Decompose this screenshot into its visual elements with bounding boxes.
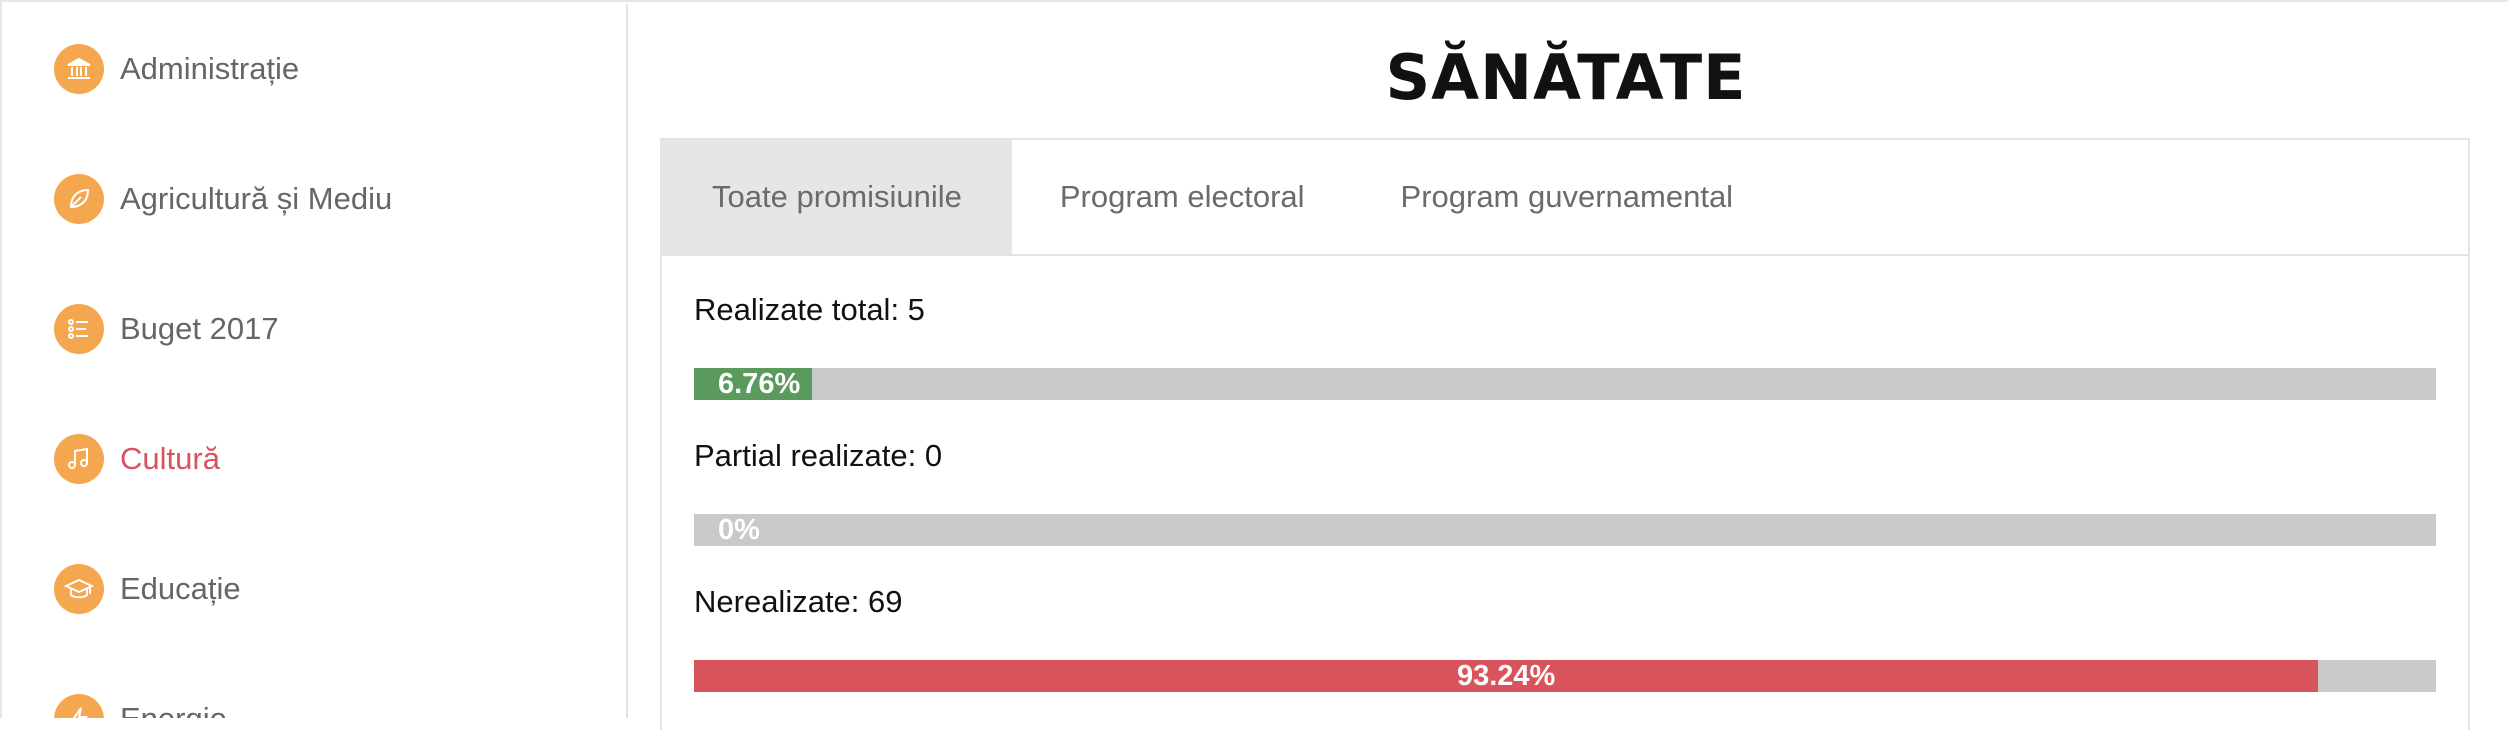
sidebar-item-energie[interactable]: Energie	[54, 691, 227, 718]
sidebar-item-label: Agricultură și Mediu	[120, 181, 393, 216]
sidebar-item-label: Energie	[120, 701, 227, 718]
progress-percent: 93.24%	[1456, 660, 1556, 692]
realized-progress-bar: 6.76%	[694, 368, 2436, 400]
sidebar-item-agricultura-si-mediu[interactable]: Agricultură și Mediu	[54, 171, 392, 227]
progress-percent: 0%	[718, 514, 760, 546]
sidebar-item-label: Educație	[120, 571, 241, 606]
promises-panel: Toate promisiunile Program electoral Pro…	[660, 138, 2470, 730]
sidebar-item-label: Cultură	[120, 441, 220, 476]
tab-program-electoral[interactable]: Program electoral	[1059, 179, 1305, 214]
category-sidebar: Administrație Agricultură și Mediu Buget…	[4, 4, 628, 718]
list-icon	[54, 304, 104, 354]
sidebar-item-administratie[interactable]: Administrație	[54, 41, 299, 97]
sidebar-item-cultura[interactable]: Cultură	[54, 431, 220, 487]
sidebar-item-label: Administrație	[120, 51, 300, 86]
tab-toate-promisiunile[interactable]: Toate promisiunile	[662, 140, 1012, 254]
graduation-cap-icon	[54, 564, 104, 614]
progress-percent: 6.76%	[718, 368, 801, 400]
unrealized-label: Nerealizate: 69	[694, 584, 903, 619]
partially-realized-label: Partial realizate: 0	[694, 438, 943, 473]
sidebar-item-buget-2017[interactable]: Buget 2017	[54, 301, 279, 357]
tab-program-guvernamental[interactable]: Program guvernamental	[1400, 179, 1734, 214]
tab-bar: Toate promisiunile Program electoral Pro…	[662, 140, 2468, 256]
page-title: SĂNĂTATE	[1385, 41, 1747, 114]
lightning-icon	[54, 694, 104, 718]
progress-fill	[694, 368, 812, 400]
realized-total-label: Realizate total: 5	[694, 292, 925, 327]
progress-fill	[694, 660, 2319, 692]
leaf-icon	[54, 174, 104, 224]
sidebar-item-educatie[interactable]: Educație	[54, 561, 241, 617]
sidebar-item-label: Buget 2017	[120, 311, 279, 346]
partially-realized-progress-bar: 0%	[694, 514, 2436, 546]
institution-icon	[54, 44, 104, 94]
music-note-icon	[54, 434, 104, 484]
unrealized-progress-bar: 93.24%	[694, 660, 2436, 692]
main-content: SĂNĂTATE Toate promisiunile Program elec…	[628, 0, 2504, 730]
